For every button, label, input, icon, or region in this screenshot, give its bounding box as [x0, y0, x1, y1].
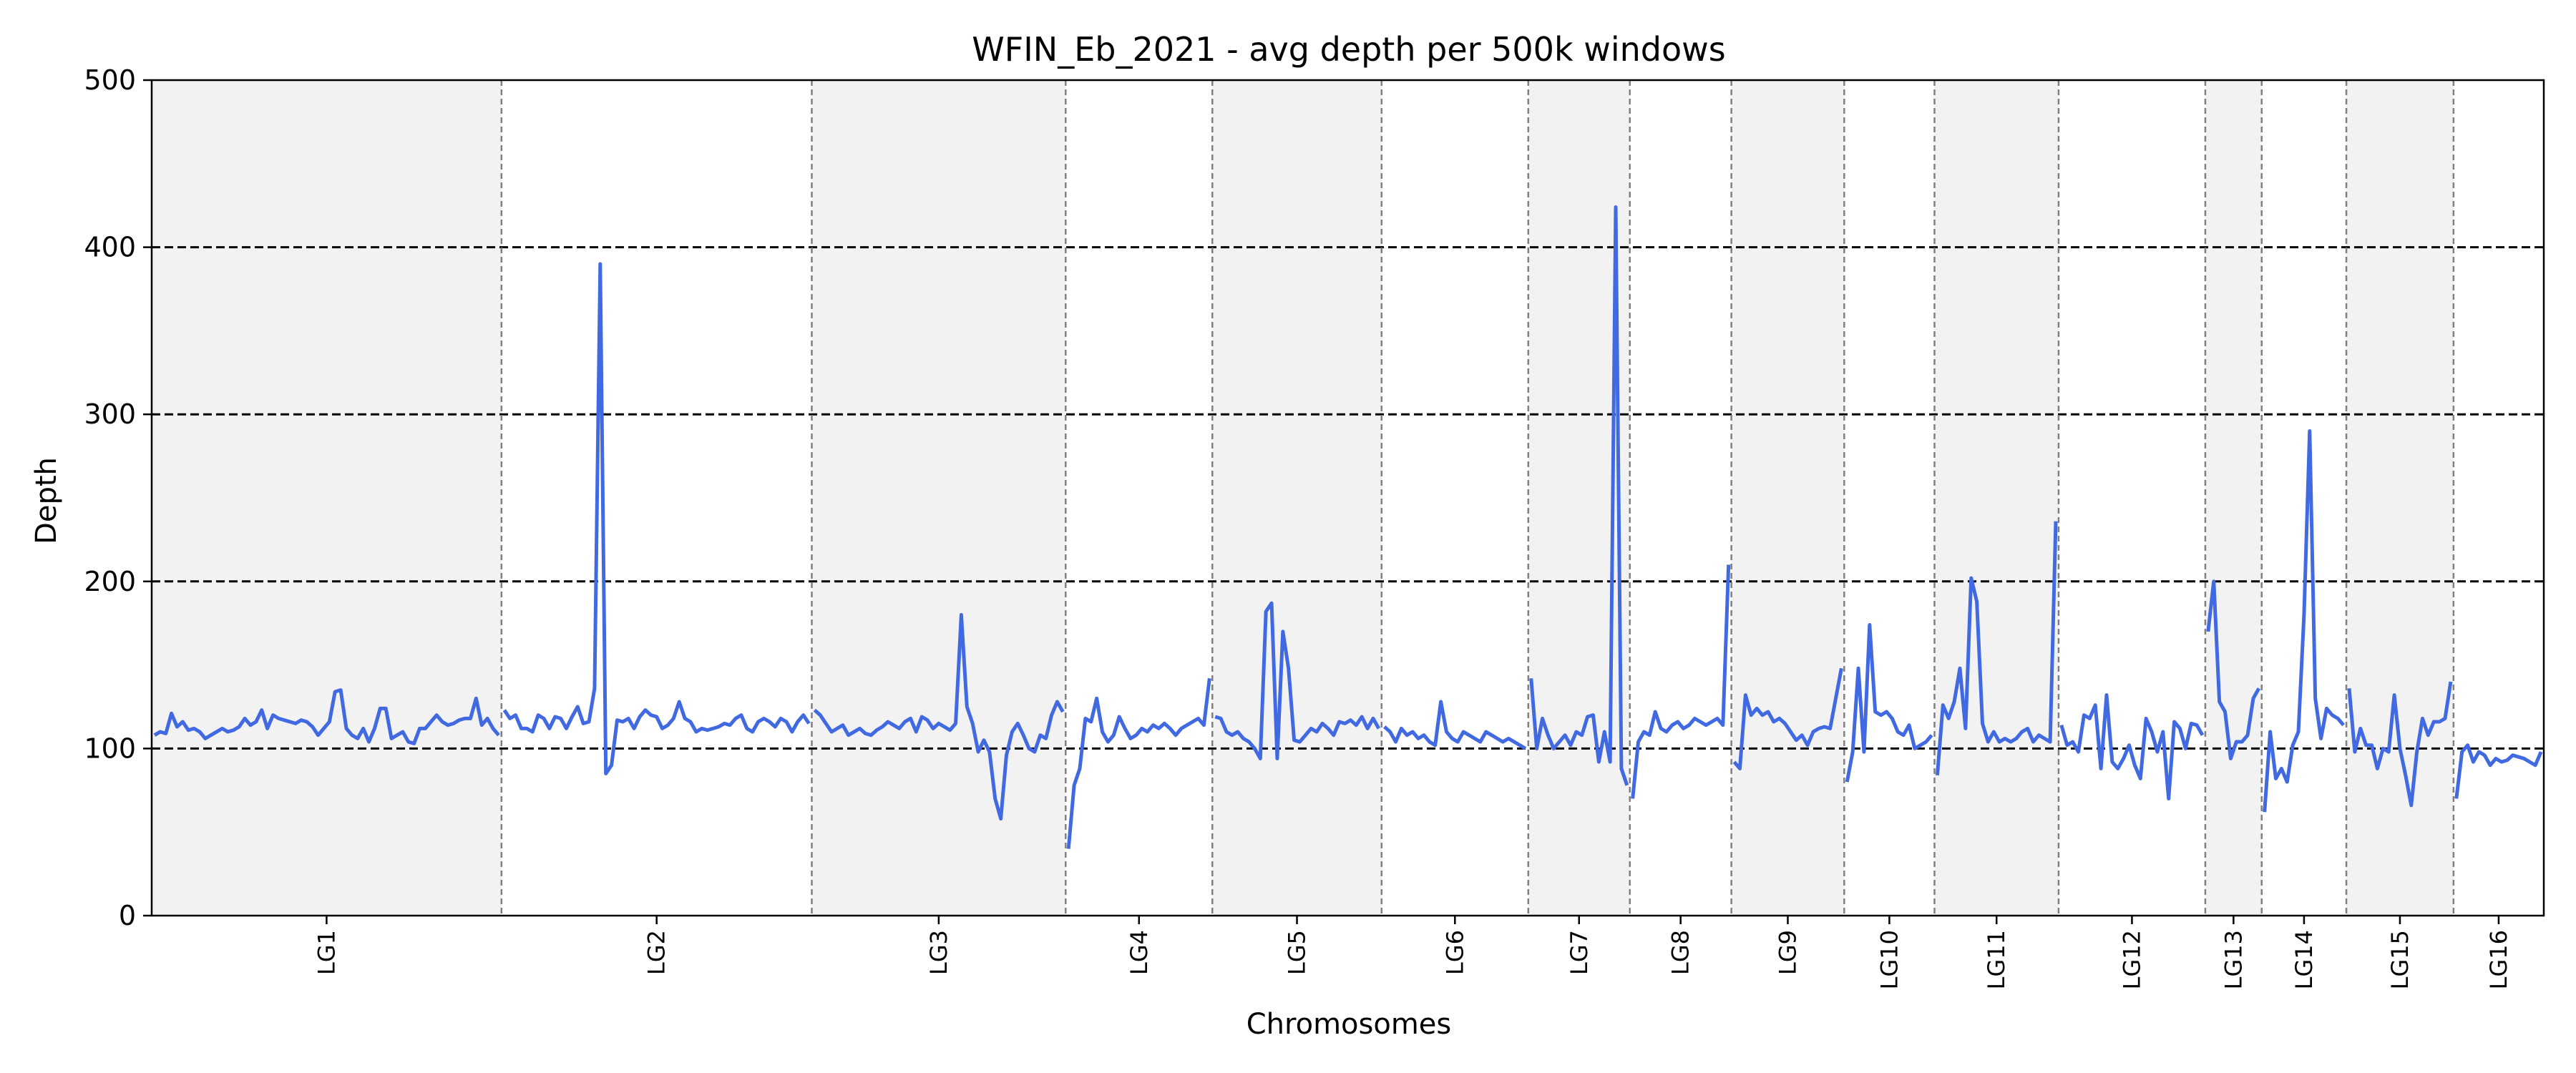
x-tick-label: LG1: [313, 930, 340, 975]
band-lg11: [1934, 80, 2059, 916]
y-tick-label: 0: [119, 900, 136, 931]
x-tick-label: LG6: [1441, 930, 1468, 975]
series-line-lg8: [1631, 564, 1731, 799]
x-tick-label: LG13: [2220, 930, 2247, 989]
x-tick-label: LG14: [2290, 930, 2318, 989]
series-line-lg5: [1214, 601, 1381, 760]
x-axis-label: Chromosomes: [1246, 1008, 1451, 1041]
y-tick-label: 300: [84, 398, 136, 430]
y-tick-label: 500: [84, 64, 136, 96]
chart-title: WFIN_Eb_2021 - avg depth per 500k window…: [972, 30, 1725, 69]
plot-frame: [150, 79, 2545, 917]
band-lg3: [811, 80, 1066, 916]
series-line-lg4: [1066, 677, 1211, 849]
band-lg9: [1731, 80, 1845, 916]
series-line-lg13: [2206, 579, 2261, 760]
series-line-lg3: [813, 613, 1065, 821]
y-tick-label: 100: [84, 733, 136, 764]
series-line-lg7: [1529, 205, 1629, 786]
y-axis-ticks: 0 100 200 300 400 500: [84, 64, 152, 931]
series-line-lg2: [502, 262, 811, 775]
band-lg15: [2346, 80, 2454, 916]
series-line-lg14: [2263, 429, 2346, 813]
x-tick-label: LG16: [2485, 930, 2512, 989]
x-axis-ticks: LG1 LG2 LG3 LG4 LG5 LG6 LG7 LG8 LG9 LG10 LG11 LG12 L…: [313, 916, 2512, 989]
series-line-lg12: [2059, 693, 2205, 800]
x-tick-label: LG10: [1875, 930, 1903, 989]
series-line-lg6: [1383, 700, 1527, 750]
band-lg13: [2205, 80, 2262, 916]
x-tick-label: LG7: [1566, 930, 1593, 975]
band-lg5: [1212, 80, 1382, 916]
depth-series: [153, 205, 2543, 849]
x-tick-label: LG15: [2386, 930, 2414, 989]
x-tick-label: LG4: [1126, 930, 1153, 975]
x-tick-label: LG5: [1284, 930, 1311, 975]
y-tick-label: 400: [84, 232, 136, 263]
x-tick-label: LG8: [1667, 930, 1694, 975]
series-line-lg16: [2454, 743, 2543, 799]
x-tick-label: LG2: [643, 930, 670, 975]
series-line-lg1: [153, 688, 500, 745]
y-tick-label: 200: [84, 566, 136, 597]
x-tick-label: LG3: [925, 930, 952, 975]
series-line-lg11: [1935, 521, 2058, 775]
series-line-lg9: [1732, 667, 1843, 770]
x-tick-label: LG11: [1983, 930, 2010, 989]
series-line-lg15: [2347, 681, 2453, 808]
band-lg1: [152, 80, 502, 916]
chromosome-bands: [152, 80, 2454, 916]
y-axis-label: Depth: [30, 457, 63, 544]
series-line-lg10: [1845, 623, 1933, 783]
chromosome-boundaries: [500, 80, 2455, 916]
x-tick-label: LG12: [2118, 930, 2145, 989]
x-tick-label: LG9: [1774, 930, 1801, 975]
band-lg7: [1528, 80, 1630, 916]
